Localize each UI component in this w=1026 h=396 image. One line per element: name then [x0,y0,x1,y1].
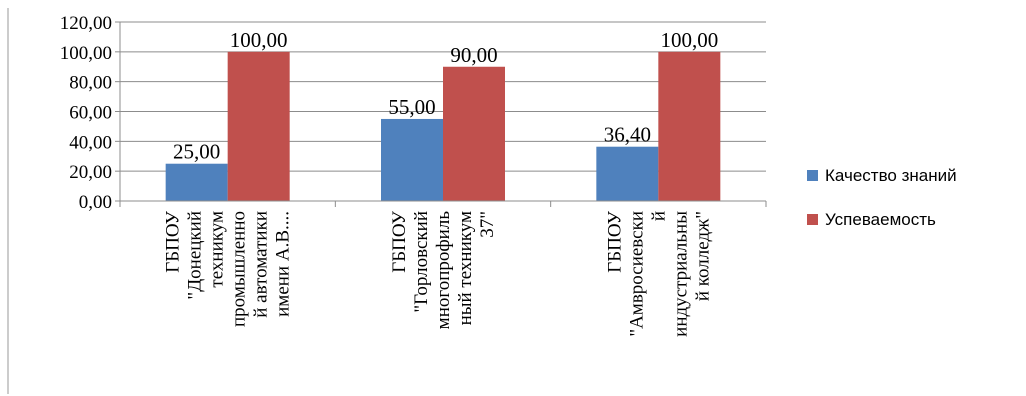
category-label-line: 37" [477,211,498,238]
category-label-line: й колледж" [692,211,713,301]
legend: Качество знаний Успеваемость [807,166,957,229]
y-tick-label: 100,00 [60,43,112,64]
data-labels: 25,00 55,00 36,40 100,00 90,00 100,00 [173,28,718,164]
axes [115,21,767,207]
category-label-line: ГБПОУ [163,210,184,272]
category-label-line: промышленно [229,211,250,327]
category-label-line: многопрофиль [433,211,454,330]
bar [443,66,505,201]
category-label-line: индустриальны [670,211,691,337]
y-tick-label: 40,00 [69,132,112,153]
category-label-line: ГБПОУ [389,210,410,272]
bar [381,118,443,201]
legend-label: Качество знаний [825,166,957,185]
category-label-line: техникум [207,211,228,288]
data-label: 100,00 [660,28,718,52]
category-label-line: й автоматики [251,211,272,318]
bar [165,163,228,201]
legend-swatch [807,170,818,181]
y-tick-label: 60,00 [69,103,112,124]
data-label: 100,00 [230,28,288,52]
category-label-line: "Донецкий [185,211,206,300]
data-label: 55,00 [388,95,435,119]
y-tick-label: 0,00 [79,192,112,213]
y-tick-label: 80,00 [69,73,112,94]
bar [227,51,290,202]
data-label: 90,00 [450,43,497,67]
category-label-line: й [648,211,669,221]
category-label-line: ный техникум [455,211,476,325]
y-tick-labels: 0,00 20,00 40,00 60,00 80,00 100,00 120,00 [60,13,112,213]
y-tick-label: 20,00 [69,162,112,183]
category-label-line: ГБПОУ [604,210,625,272]
data-label: 25,00 [173,140,220,164]
category-label-line: "Горловский [411,211,432,313]
data-label: 36,40 [604,123,651,147]
legend-label: Успеваемость [825,210,936,229]
category-label-line: имени А.В.... [273,211,294,317]
legend-swatch [807,214,818,225]
category-labels: ГБПОУ "Донецкий техникум промышленно й автом… [163,210,714,336]
category-label-line: "Амвросиевски [626,211,647,337]
bar [658,51,721,202]
y-tick-label: 120,00 [60,13,112,34]
bar [596,146,659,201]
bars [165,51,721,202]
